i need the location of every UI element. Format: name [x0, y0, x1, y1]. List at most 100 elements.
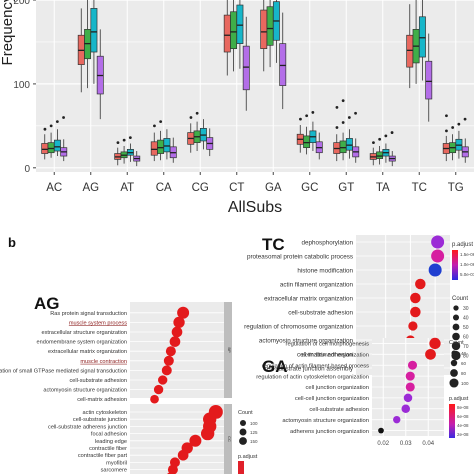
legend-size-dot	[452, 332, 460, 341]
legend-color-tick: 5.0e-07	[460, 272, 474, 277]
outlier-point	[451, 126, 455, 129]
x-tick-label: CT	[229, 182, 244, 194]
x-tick-label: AC	[46, 182, 62, 194]
y-axis-ticks: 0 100 200	[13, 0, 36, 175]
term-label: muscle system process	[69, 320, 127, 326]
term-label: muscle contraction	[80, 359, 127, 365]
dot	[189, 434, 202, 447]
x-axis-label: AllSubs	[228, 199, 282, 216]
term-label: regulation of chromosome organization	[244, 324, 353, 331]
term-label: regulation of small GTPase mediated sign…	[0, 368, 127, 374]
outlier-point	[62, 116, 65, 119]
box	[376, 151, 384, 159]
box	[418, 16, 426, 58]
dot	[405, 371, 415, 381]
dot	[200, 426, 215, 441]
legend-size-dot	[449, 378, 459, 388]
term-label: cell-substrate adherens junction	[48, 424, 127, 430]
dot	[173, 316, 185, 329]
dot	[177, 449, 189, 461]
dot	[169, 336, 181, 347]
box	[303, 135, 311, 149]
term-label: adherens junction organization	[290, 429, 369, 435]
dot	[410, 306, 421, 318]
term-label: cell-substrate adhesion	[69, 378, 127, 384]
outlier-point	[457, 122, 461, 126]
y-tick-label: 0	[24, 164, 30, 175]
outlier-point	[122, 138, 126, 142]
outlier-point	[354, 111, 357, 115]
box	[406, 34, 414, 68]
boxplot-gridlines	[36, 0, 474, 172]
legend-size-dot	[450, 369, 458, 377]
box	[266, 6, 274, 46]
x-tick-label: AG	[82, 182, 99, 194]
outlier-point	[311, 111, 315, 114]
legend-color-title: p.adjust	[452, 242, 473, 248]
outlier-point	[116, 141, 120, 145]
term-label: myofibril	[106, 460, 127, 466]
box	[279, 43, 287, 86]
outlier-point	[384, 134, 388, 138]
box	[236, 4, 244, 44]
outlier-point	[128, 136, 132, 140]
legend-size-tick: 50	[463, 325, 469, 331]
x-tick-label: CG	[192, 182, 209, 194]
outlier-point	[347, 116, 351, 119]
legend-color-tick: 8e-08	[457, 405, 469, 410]
y-axis-label: Frequency	[0, 0, 16, 65]
term-label: dephosphorylation	[302, 240, 354, 247]
dot	[408, 321, 418, 331]
legend-size-tick: 60	[463, 335, 469, 341]
legend-size-tick: 125	[250, 430, 258, 435]
legend-size-dot	[452, 323, 460, 331]
term-label: regulation of cell morphogenesis	[286, 342, 370, 348]
x-tick-label: TA	[376, 182, 390, 194]
box	[345, 138, 353, 151]
outlier-point	[341, 121, 345, 124]
term-label: cell junction organization	[306, 385, 369, 391]
term-label: extracellular matrix organization	[48, 349, 127, 355]
facet-strip-cc	[224, 404, 232, 474]
box	[242, 45, 250, 91]
x-tick-label: GT	[338, 182, 354, 194]
term-label: cell-substrate junction assembly	[264, 366, 354, 373]
dot	[405, 382, 415, 392]
dot	[378, 427, 384, 434]
term-label: Ras protein signal transduction	[50, 311, 127, 317]
legend-color-bar	[238, 461, 244, 474]
legend-size-dot	[453, 305, 459, 311]
outlier-point	[445, 129, 448, 133]
term-label: actin filament organization	[280, 282, 354, 289]
legend-size-title: Count	[449, 340, 464, 346]
y-tick-label: 200	[13, 0, 30, 7]
dot	[401, 404, 411, 414]
box	[47, 142, 55, 154]
dot	[177, 306, 190, 319]
legend-size-tick: 80	[463, 354, 469, 360]
legend-color-tick: 1.5e-06	[460, 252, 474, 257]
legend-size-tick: 40	[461, 351, 467, 356]
legend-color-tick: 1.0e-06	[460, 262, 474, 267]
facet-strip-label: CC	[227, 436, 232, 442]
term-label: extracellular matrix organization	[264, 296, 353, 303]
outlier-point	[445, 114, 448, 118]
panel-b-label: b	[8, 235, 16, 250]
outlier-point	[372, 141, 375, 145]
legend-size-dot	[452, 314, 460, 321]
legend-size-dot	[450, 359, 458, 367]
dot	[153, 384, 164, 395]
panel-title: TC	[262, 235, 285, 254]
facet-strip-bp	[224, 302, 232, 398]
legend-color-bar	[452, 250, 458, 280]
outlier-point	[153, 124, 156, 128]
legend-size-dot	[451, 350, 457, 356]
box	[90, 8, 98, 53]
term-label: actomyosin structure organization	[282, 418, 369, 424]
legend-color-tick: 2e-08	[457, 432, 469, 437]
term-label: cell-matrix adhesion	[77, 397, 127, 403]
legend-size-dot	[451, 341, 461, 351]
legend-color-tick: 6e-08	[457, 414, 469, 419]
dot	[403, 393, 413, 403]
term-label: leading edge	[95, 439, 127, 445]
